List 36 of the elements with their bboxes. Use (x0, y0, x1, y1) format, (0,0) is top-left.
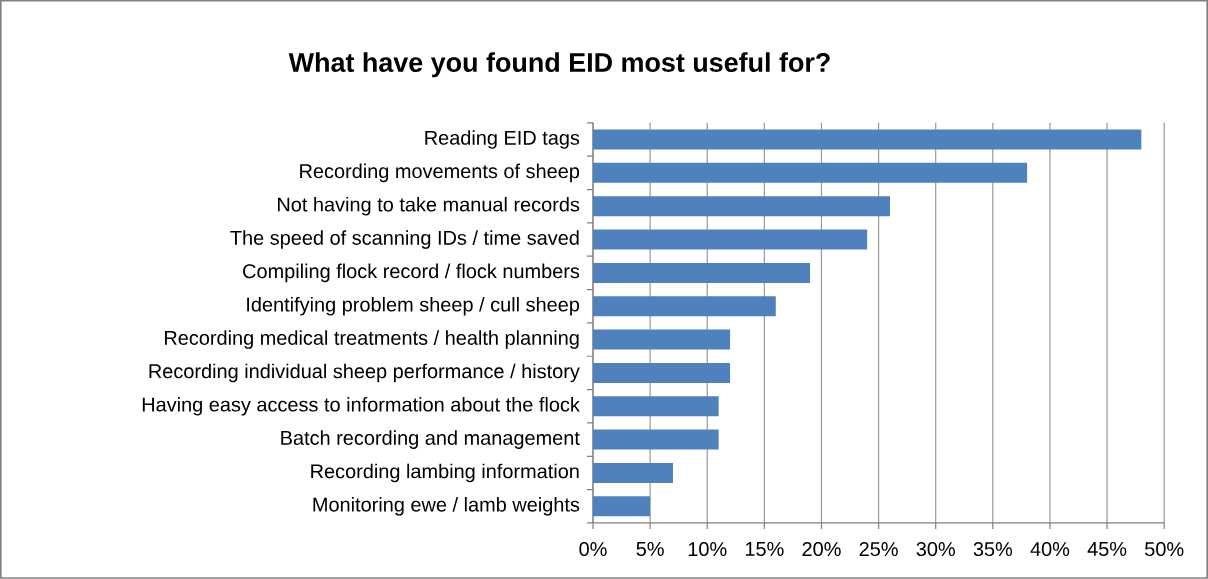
x-tick-label: 35% (973, 542, 1013, 557)
y-tick-label: Recording movements of sheep (300, 163, 580, 183)
bar (593, 496, 651, 517)
y-tick-label: Batch recording and management (281, 430, 580, 449)
x-tick-label: 20% (802, 542, 841, 557)
x-tick-label: 25% (859, 542, 898, 557)
y-tick-label: Recording individual sheep performance / history (149, 363, 580, 383)
y-tick-label: The speed of scanning IDs / time saved (230, 230, 579, 249)
y-tick-label: Compiling flock record / flock numbers (243, 263, 580, 283)
bar (593, 229, 868, 250)
y-tick-label: Identifying problem sheep / cull sheep (247, 297, 580, 316)
y-tick-label: Recording medical treatments / health planning (164, 330, 579, 349)
x-tick-label: 0% (579, 542, 607, 557)
x-tick-label: 45% (1087, 542, 1127, 557)
bar (593, 129, 1142, 150)
y-tick-label: Recording lambing information (311, 463, 579, 483)
y-tick-label: Reading EID tags (425, 130, 580, 149)
bar (593, 296, 776, 317)
x-tick-label: 5% (636, 542, 664, 557)
chart-title: What have you found EID most useful for? (288, 52, 830, 78)
bar (593, 429, 719, 450)
bar (593, 162, 1028, 183)
bar (593, 396, 719, 417)
x-tick-label: 30% (916, 542, 955, 557)
bar (593, 329, 731, 350)
y-tick-label: Monitoring ewe / lamb weights (313, 497, 580, 516)
x-tick-label: 15% (745, 542, 784, 557)
bar (593, 463, 673, 484)
y-tick-label: Having easy access to information about the flock (142, 397, 580, 416)
x-tick-label: 50% (1145, 542, 1184, 557)
bar (593, 196, 891, 217)
x-tick-label: 40% (1030, 542, 1070, 557)
bar (593, 363, 731, 384)
y-tick-label: Not having to take manual records (278, 197, 580, 216)
x-tick-label: 10% (688, 542, 727, 557)
bar (593, 263, 811, 283)
